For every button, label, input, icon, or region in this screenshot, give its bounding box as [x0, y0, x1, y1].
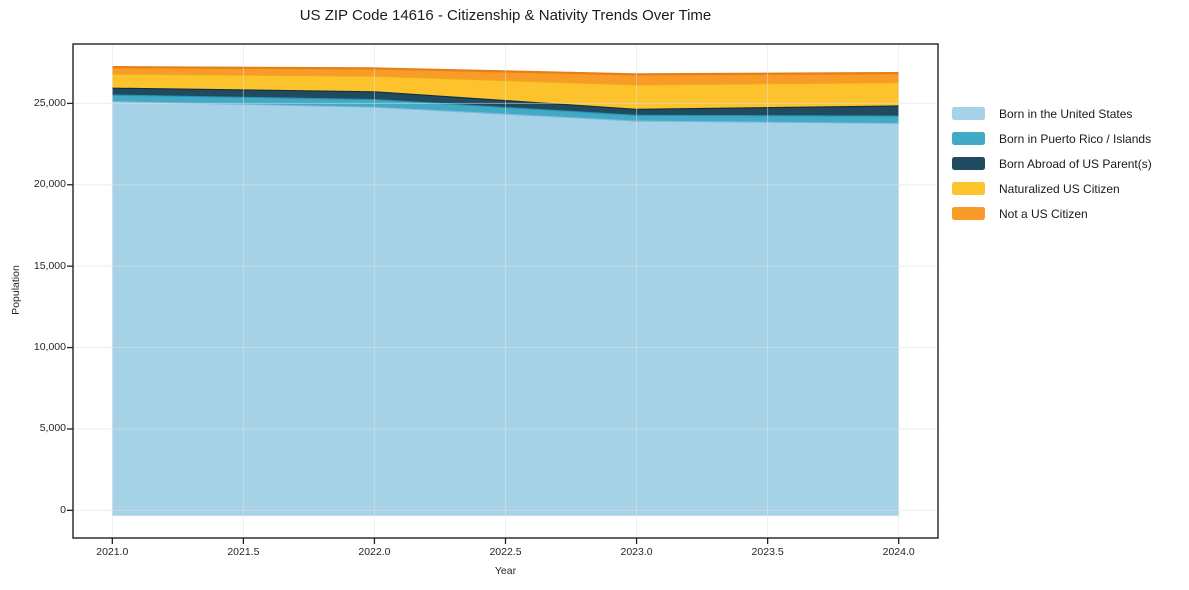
- legend-item-3: Naturalized US Citizen: [952, 176, 1152, 201]
- legend: Born in the United States Born in Puerto …: [952, 101, 1152, 226]
- legend-label: Born in Puerto Rico / Islands: [999, 131, 1152, 146]
- x-tick-label: 2022.0: [358, 546, 391, 558]
- legend-item-4: Not a US Citizen: [952, 201, 1152, 226]
- legend-item-2: Born Abroad of US Parent(s): [952, 151, 1152, 176]
- x-tick-label: 2023.5: [751, 546, 784, 558]
- x-axis-label: Year: [494, 565, 517, 577]
- legend-item-1: Born in Puerto Rico / Islands: [952, 126, 1152, 151]
- y-tick-label: 5,000: [39, 422, 66, 435]
- x-tick-label: 2021.0: [96, 546, 129, 558]
- x-tick-label: 2021.5: [227, 546, 260, 558]
- legend-item-0: Born in the United States: [952, 101, 1152, 126]
- legend-swatch-icon: [952, 107, 985, 120]
- y-tick-label: 0: [60, 503, 66, 516]
- y-tick-label: 10,000: [33, 341, 66, 354]
- x-tick-label: 2023.0: [620, 546, 653, 558]
- x-tick-label: 2022.5: [489, 546, 522, 558]
- y-tick-label: 20,000: [33, 178, 66, 191]
- legend-swatch-icon: [952, 207, 985, 220]
- legend-label: Not a US Citizen: [999, 206, 1088, 221]
- x-tick-label: 2024.0: [882, 546, 915, 558]
- chart-title: US ZIP Code 14616 - Citizenship & Nativi…: [299, 7, 712, 24]
- legend-swatch-icon: [952, 132, 985, 145]
- legend-label: Naturalized US Citizen: [999, 181, 1120, 196]
- legend-label: Born Abroad of US Parent(s): [999, 156, 1152, 171]
- y-tick-label: 15,000: [33, 259, 66, 272]
- legend-swatch-icon: [952, 182, 985, 195]
- legend-swatch-icon: [952, 157, 985, 170]
- legend-label: Born in the United States: [999, 106, 1133, 121]
- y-tick-label: 25,000: [33, 96, 66, 109]
